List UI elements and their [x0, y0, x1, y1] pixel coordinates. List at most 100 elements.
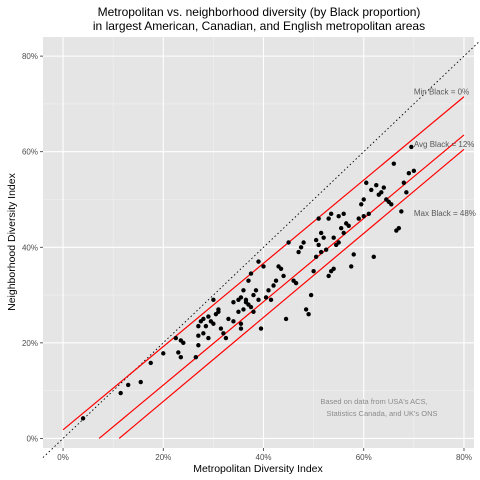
grid-major	[43, 37, 474, 448]
data-point	[283, 316, 289, 322]
data-point	[248, 304, 254, 310]
data-point	[411, 168, 417, 174]
data-point	[316, 216, 321, 221]
data-point	[303, 307, 309, 312]
data-point	[301, 240, 306, 245]
data-point	[406, 171, 412, 176]
data-point	[206, 335, 211, 341]
data-point	[404, 190, 409, 195]
data-point	[308, 292, 314, 298]
y-tick-label: 40%	[22, 243, 38, 252]
data-point	[326, 216, 331, 221]
data-point	[196, 343, 201, 348]
data-point	[246, 278, 251, 283]
data-point	[256, 259, 261, 264]
data-point	[349, 264, 354, 269]
y-axis-ticks: 0% 20% 40% 60% 80%	[22, 52, 43, 443]
data-point	[236, 309, 241, 314]
data-point	[346, 223, 351, 228]
data-point	[381, 185, 386, 190]
source-note-line1: Based on data from USA's ACS,	[320, 397, 427, 406]
data-point	[206, 314, 211, 319]
reference-lines	[62, 96, 465, 439]
data-point	[243, 300, 249, 305]
data-point	[238, 295, 244, 300]
data-point	[203, 323, 209, 329]
data-point	[211, 297, 216, 303]
data-point	[286, 240, 291, 245]
data-point	[401, 180, 407, 185]
data-point	[251, 309, 256, 314]
data-point	[263, 295, 269, 300]
chart-title-line1: Metropolitan vs. neighborhood diversity …	[98, 5, 421, 19]
data-point	[306, 311, 311, 317]
y-tick-label: 20%	[22, 339, 38, 348]
data-point	[328, 211, 334, 217]
data-point	[201, 316, 206, 322]
data-point	[326, 273, 331, 279]
data-point	[138, 379, 143, 385]
data-point	[298, 245, 304, 250]
data-point	[181, 340, 186, 346]
data-point	[266, 288, 271, 293]
data-point	[216, 309, 221, 314]
data-point	[273, 278, 279, 283]
data-point	[389, 202, 394, 207]
reference-line-label: Avg Black = 12%	[414, 140, 475, 149]
data-points	[80, 144, 417, 421]
x-tick-label: 60%	[356, 453, 372, 462]
data-point	[226, 316, 231, 322]
data-point	[271, 283, 276, 288]
reference-line	[98, 134, 465, 439]
data-point	[261, 264, 266, 269]
data-point	[238, 326, 244, 331]
data-point	[178, 354, 184, 360]
plot-panel	[43, 37, 474, 448]
data-point	[321, 235, 326, 240]
data-point	[281, 273, 286, 279]
data-point	[399, 209, 404, 214]
data-point	[196, 333, 201, 338]
data-point	[251, 292, 256, 298]
data-point	[318, 230, 324, 236]
source-note-line2: Statistics Canada, and UK's ONS	[326, 409, 437, 418]
data-point	[241, 288, 246, 293]
data-point	[231, 319, 236, 324]
data-point	[318, 249, 324, 255]
data-point	[211, 321, 216, 326]
reference-line-labels: Min Black = 0% Avg Black = 12% Max Black =…	[414, 87, 476, 218]
data-point	[351, 252, 356, 257]
data-point	[331, 235, 336, 240]
data-point	[323, 247, 329, 252]
data-point	[256, 297, 261, 303]
data-point	[341, 211, 346, 217]
reference-line-label: Min Black = 0%	[414, 87, 469, 96]
data-point	[311, 268, 316, 274]
data-point	[258, 326, 264, 331]
y-tick-label: 0%	[26, 434, 38, 443]
data-point	[238, 321, 244, 326]
data-point	[361, 197, 366, 202]
x-axis-title: Metropolitan Diversity Index	[193, 463, 323, 475]
data-point	[409, 144, 414, 150]
data-point	[369, 187, 374, 193]
data-point	[356, 216, 361, 221]
data-point	[173, 335, 179, 341]
data-point	[218, 326, 224, 331]
data-point	[241, 307, 246, 312]
data-point	[118, 390, 123, 396]
reference-line-label: Max Black = 48%	[414, 209, 476, 218]
data-point	[338, 225, 344, 231]
y-tick-label: 80%	[22, 52, 38, 61]
data-point	[313, 254, 319, 260]
x-tick-label: 20%	[155, 453, 171, 462]
data-point	[336, 240, 341, 245]
data-point	[296, 249, 301, 255]
reference-line	[62, 96, 465, 431]
data-point	[201, 331, 206, 336]
data-point	[379, 190, 384, 195]
identity-line-group	[42, 40, 480, 458]
data-point	[176, 350, 181, 355]
data-point	[336, 214, 341, 219]
data-point	[231, 300, 236, 305]
